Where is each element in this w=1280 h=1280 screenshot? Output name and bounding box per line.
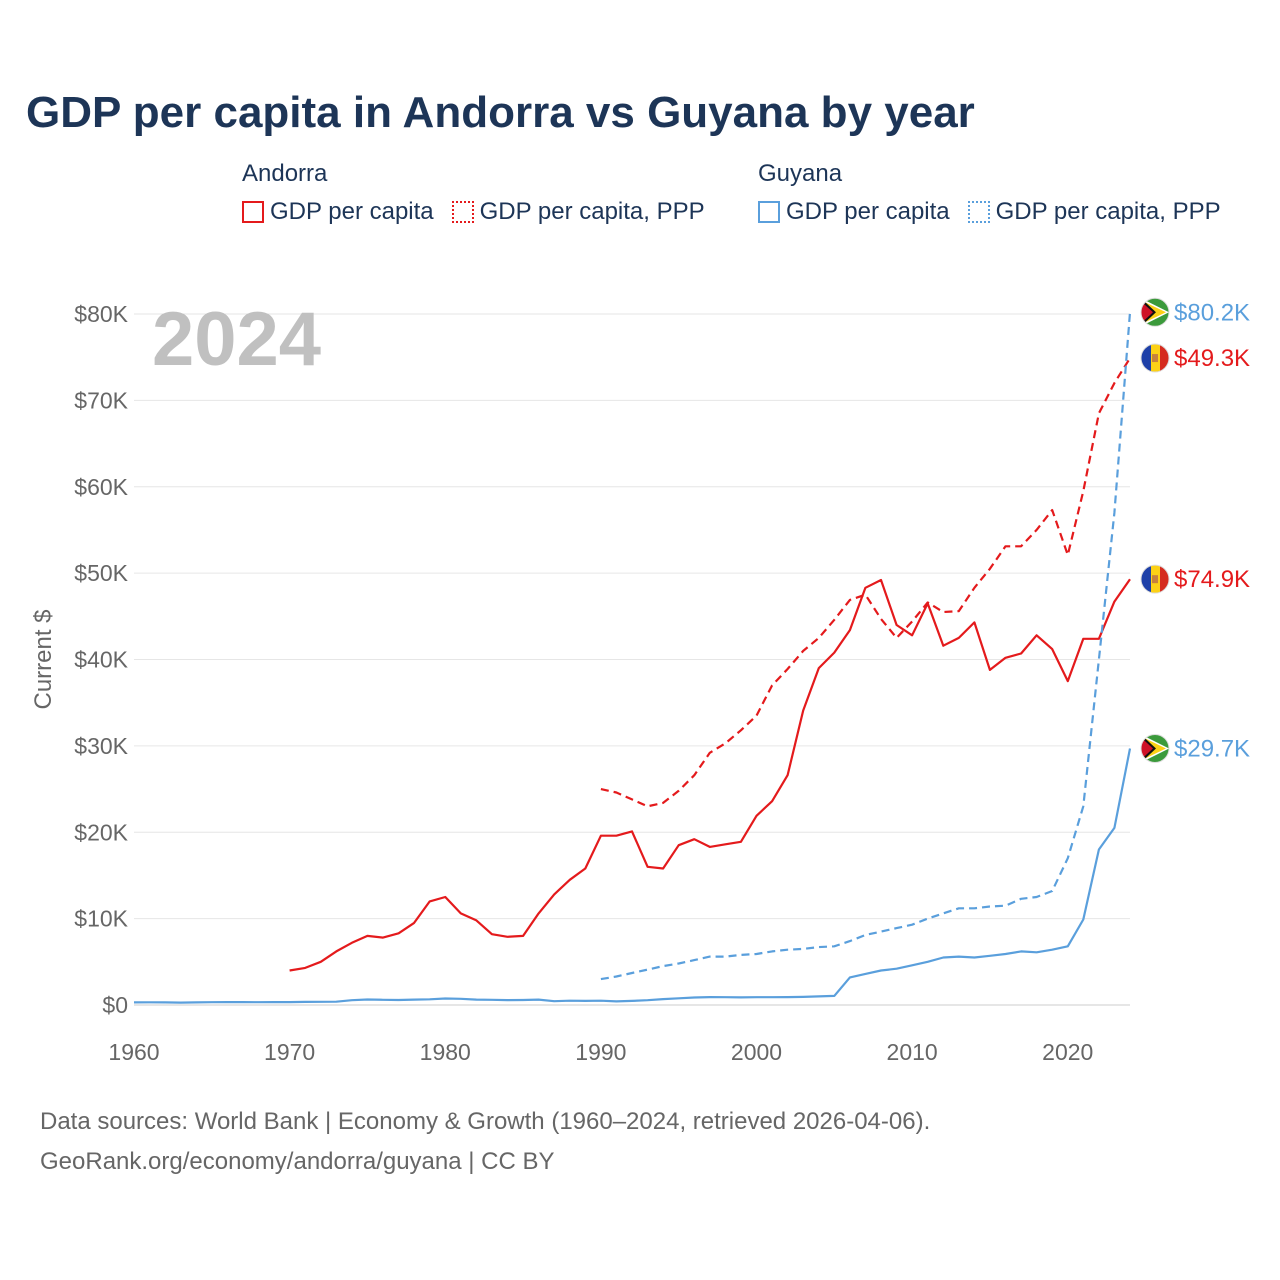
series-line-1[interactable] xyxy=(600,357,1131,808)
legend-swatch-solid xyxy=(242,201,264,223)
legend-andorra-gdp[interactable]: GDP per capita xyxy=(242,198,434,226)
legend-guyana: Guyana GDP per capita GDP per capita, PP… xyxy=(758,160,1221,226)
guyana-flag-icon xyxy=(1140,733,1170,763)
end-value-label: $80.2K xyxy=(1174,299,1250,326)
end-value-label: $29.7K xyxy=(1174,735,1250,762)
legend-swatch-solid xyxy=(758,201,780,223)
legend-andorra-title: Andorra xyxy=(242,160,328,187)
x-tick-label: 1970 xyxy=(264,1039,315,1065)
x-tick-label: 2010 xyxy=(887,1039,938,1065)
y-tick-label: $30K xyxy=(74,733,128,759)
x-tick-label: 1990 xyxy=(575,1039,626,1065)
y-tick-label: $80K xyxy=(74,301,128,327)
y-tick-label: $50K xyxy=(74,560,128,586)
x-tick-label: 2000 xyxy=(731,1039,782,1065)
y-axis-label: Current $ xyxy=(30,609,57,709)
footer-source: Data sources: World Bank | Economy & Gro… xyxy=(40,1108,931,1135)
legend-andorra-gdp-ppp[interactable]: GDP per capita, PPP xyxy=(451,198,705,226)
chart-title: GDP per capita in Andorra vs Guyana by y… xyxy=(26,88,975,137)
series-line-3[interactable] xyxy=(600,312,1132,981)
guyana-flag-icon xyxy=(1140,297,1170,327)
legend-swatch-dotted xyxy=(967,201,990,223)
y-tick-label: $70K xyxy=(74,387,128,413)
year-label: 2024 xyxy=(152,297,322,382)
footer-url[interactable]: GeoRank.org/economy/andorra/guyana | CC … xyxy=(40,1148,555,1175)
y-tick-label: $60K xyxy=(74,474,128,500)
legend-label: GDP per capita xyxy=(270,198,434,225)
legend-label: GDP per capita, PPP xyxy=(479,198,705,225)
legend-guyana-gdp[interactable]: GDP per capita xyxy=(758,198,950,226)
x-tick-label: 2020 xyxy=(1042,1039,1093,1065)
y-tick-label: $0 xyxy=(102,992,128,1018)
end-value-label: $49.3K xyxy=(1174,345,1250,372)
series xyxy=(133,312,1132,1004)
axes: $0 $10K $20K $30K $40K $50K $60K $70K $80K 1960 19… xyxy=(30,301,1093,1065)
andorra-flag-icon xyxy=(1140,564,1170,594)
legend-guyana-title: Guyana xyxy=(758,160,843,187)
legend-label: GDP per capita xyxy=(786,198,950,225)
end-labels: $80.2K $49.3K $74.9K $29.7K xyxy=(1140,297,1250,763)
y-tick-label: $20K xyxy=(74,819,128,845)
y-tick-label: $40K xyxy=(74,647,128,673)
series-line-2[interactable] xyxy=(133,748,1132,1004)
y-tick-label: $10K xyxy=(74,906,128,932)
legend-swatch-dotted xyxy=(451,201,474,223)
x-tick-label: 1980 xyxy=(420,1039,471,1065)
andorra-flag-icon xyxy=(1140,343,1170,373)
end-value-label: $74.9K xyxy=(1174,566,1250,593)
legend-guyana-gdp-ppp[interactable]: GDP per capita, PPP xyxy=(967,198,1221,226)
series-line-0[interactable] xyxy=(289,578,1131,972)
x-tick-label: 1960 xyxy=(108,1039,159,1065)
legend-andorra: Andorra GDP per capita GDP per capita, P… xyxy=(242,160,705,226)
legend-label: GDP per capita, PPP xyxy=(995,198,1221,225)
grid xyxy=(134,313,1130,1006)
